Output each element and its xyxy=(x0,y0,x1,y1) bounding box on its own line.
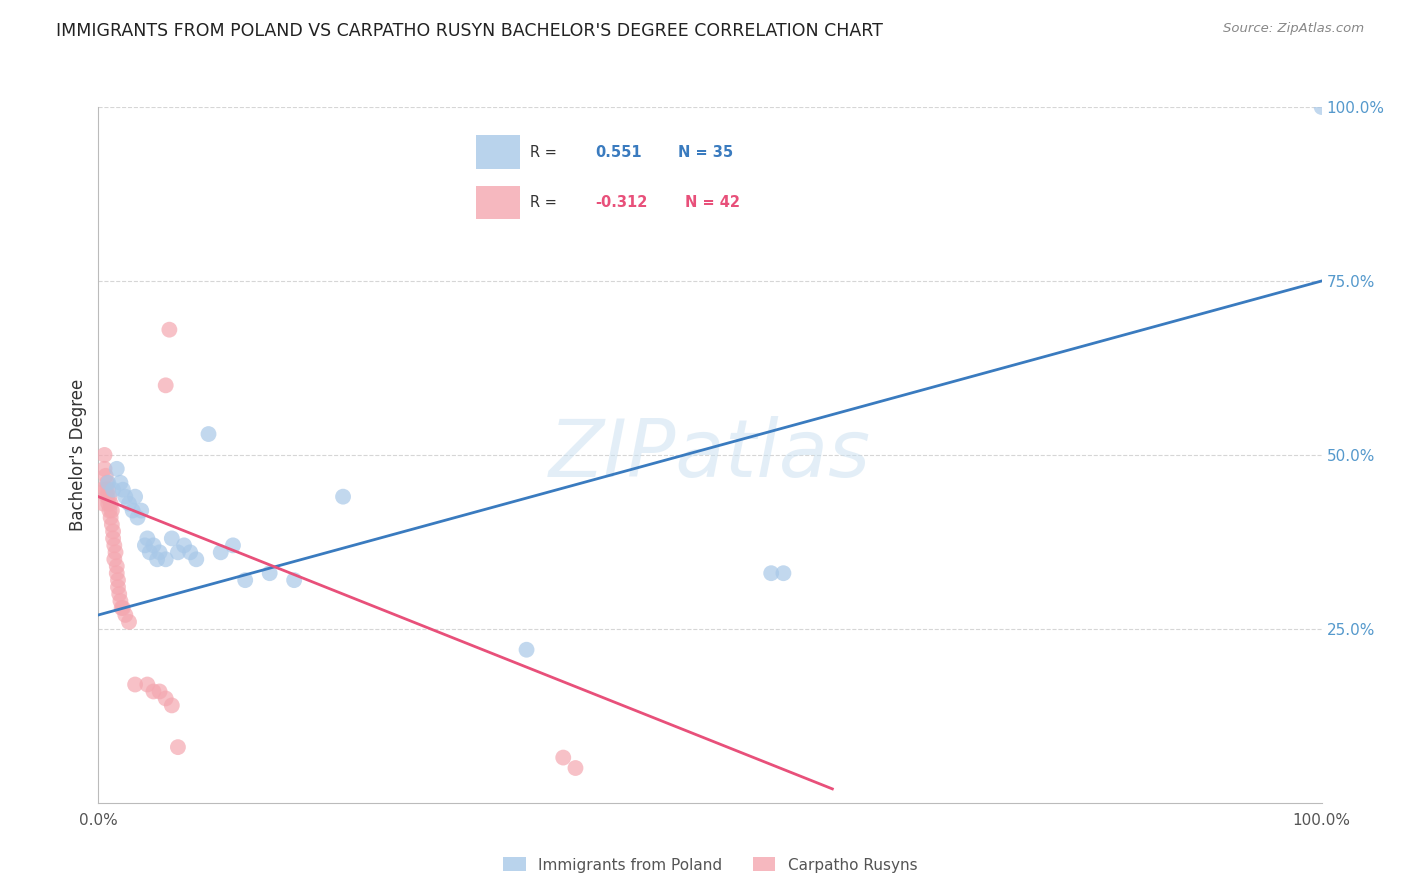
Point xyxy=(97,497,120,511)
Point xyxy=(91,483,114,497)
Point xyxy=(111,601,134,615)
Point xyxy=(96,475,118,490)
Point xyxy=(283,573,305,587)
Point xyxy=(91,497,114,511)
Point xyxy=(564,761,586,775)
Point xyxy=(139,545,162,559)
Point xyxy=(222,538,245,552)
Point xyxy=(98,490,121,504)
Point xyxy=(136,677,159,691)
Point xyxy=(105,462,128,476)
Text: IMMIGRANTS FROM POLAND VS CARPATHO RUSYN BACHELOR'S DEGREE CORRELATION CHART: IMMIGRANTS FROM POLAND VS CARPATHO RUSYN… xyxy=(56,22,883,40)
Point xyxy=(93,448,115,462)
Point xyxy=(761,566,783,581)
Point xyxy=(124,490,146,504)
Point xyxy=(160,698,183,713)
Point xyxy=(142,684,165,698)
Legend: Immigrants from Poland, Carpatho Rusyns: Immigrants from Poland, Carpatho Rusyns xyxy=(496,851,924,879)
Point xyxy=(149,545,172,559)
Point xyxy=(94,468,117,483)
Point xyxy=(93,462,115,476)
Point xyxy=(103,552,125,566)
Point xyxy=(104,545,127,559)
Point xyxy=(101,483,124,497)
Point xyxy=(515,642,537,657)
Point xyxy=(1310,100,1333,114)
Text: ZIPatlas: ZIPatlas xyxy=(548,416,872,494)
Point xyxy=(101,517,124,532)
Point xyxy=(118,497,141,511)
Point xyxy=(105,566,128,581)
Point xyxy=(98,503,121,517)
Point xyxy=(111,483,134,497)
Point xyxy=(173,538,195,552)
Point xyxy=(110,475,132,490)
Point xyxy=(167,545,190,559)
Point xyxy=(155,552,177,566)
Point xyxy=(160,532,183,546)
Point xyxy=(127,510,149,524)
Point xyxy=(118,615,141,629)
Point xyxy=(134,538,156,552)
Point xyxy=(111,601,134,615)
Point xyxy=(167,740,190,755)
Point xyxy=(259,566,281,581)
Point xyxy=(101,524,124,539)
Point xyxy=(107,580,129,594)
Point xyxy=(121,503,143,517)
Point xyxy=(94,483,117,497)
Point xyxy=(97,475,120,490)
Point xyxy=(114,607,136,622)
Point xyxy=(107,573,129,587)
Point xyxy=(100,510,122,524)
Point xyxy=(105,559,128,574)
Point xyxy=(96,490,118,504)
Text: Source: ZipAtlas.com: Source: ZipAtlas.com xyxy=(1223,22,1364,36)
Point xyxy=(108,587,131,601)
Point xyxy=(101,503,124,517)
Point xyxy=(101,532,124,546)
Point xyxy=(553,750,575,764)
Point xyxy=(772,566,794,581)
Point xyxy=(110,594,132,608)
Point xyxy=(332,490,354,504)
Point xyxy=(197,427,219,442)
Point xyxy=(155,691,177,706)
Point xyxy=(179,545,201,559)
Point xyxy=(124,677,146,691)
Point xyxy=(136,532,159,546)
Point xyxy=(142,538,165,552)
Point xyxy=(157,323,180,337)
Point xyxy=(186,552,208,566)
Point xyxy=(155,378,177,392)
Point xyxy=(209,545,232,559)
Y-axis label: Bachelor's Degree: Bachelor's Degree xyxy=(69,379,87,531)
Point xyxy=(103,538,125,552)
Point xyxy=(100,497,122,511)
Point xyxy=(97,483,120,497)
Point xyxy=(114,490,136,504)
Point xyxy=(233,573,256,587)
Point xyxy=(146,552,169,566)
Point xyxy=(129,503,152,517)
Point xyxy=(149,684,172,698)
